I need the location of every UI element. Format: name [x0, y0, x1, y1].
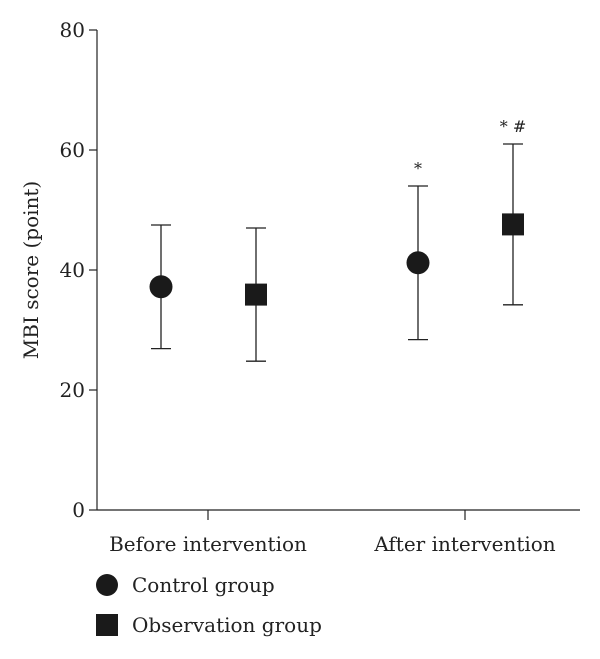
marks: * * # [149, 117, 527, 362]
legend-square-marker [96, 614, 118, 636]
legend-item-observation: Observation group [96, 612, 322, 638]
legend-item-control: Control group [96, 572, 322, 598]
x-tick-label: Before intervention [109, 532, 307, 556]
significance-annotation: * [414, 159, 422, 178]
axes: 0 20 40 60 80 MBI score (point) Before interve… [19, 18, 580, 556]
y-tick-label: 80 [60, 18, 85, 42]
data-point-circle [149, 275, 173, 299]
y-tick-label: 60 [60, 138, 85, 162]
data-point-square [245, 283, 267, 306]
data-point-circle [406, 251, 430, 275]
y-tick-label: 20 [60, 378, 85, 402]
y-axis-title: MBI score (point) [19, 181, 43, 359]
significance-annotation: * # [500, 117, 527, 136]
data-point-square [502, 213, 524, 236]
legend-circle-marker [96, 574, 118, 596]
y-tick-label: 0 [72, 498, 85, 522]
x-tick-label: After intervention [373, 532, 555, 556]
legend-label-observation: Observation group [132, 613, 322, 637]
legend: Control group Observation group [96, 572, 322, 652]
legend-label-control: Control group [132, 573, 275, 597]
y-tick-label: 40 [60, 258, 85, 282]
